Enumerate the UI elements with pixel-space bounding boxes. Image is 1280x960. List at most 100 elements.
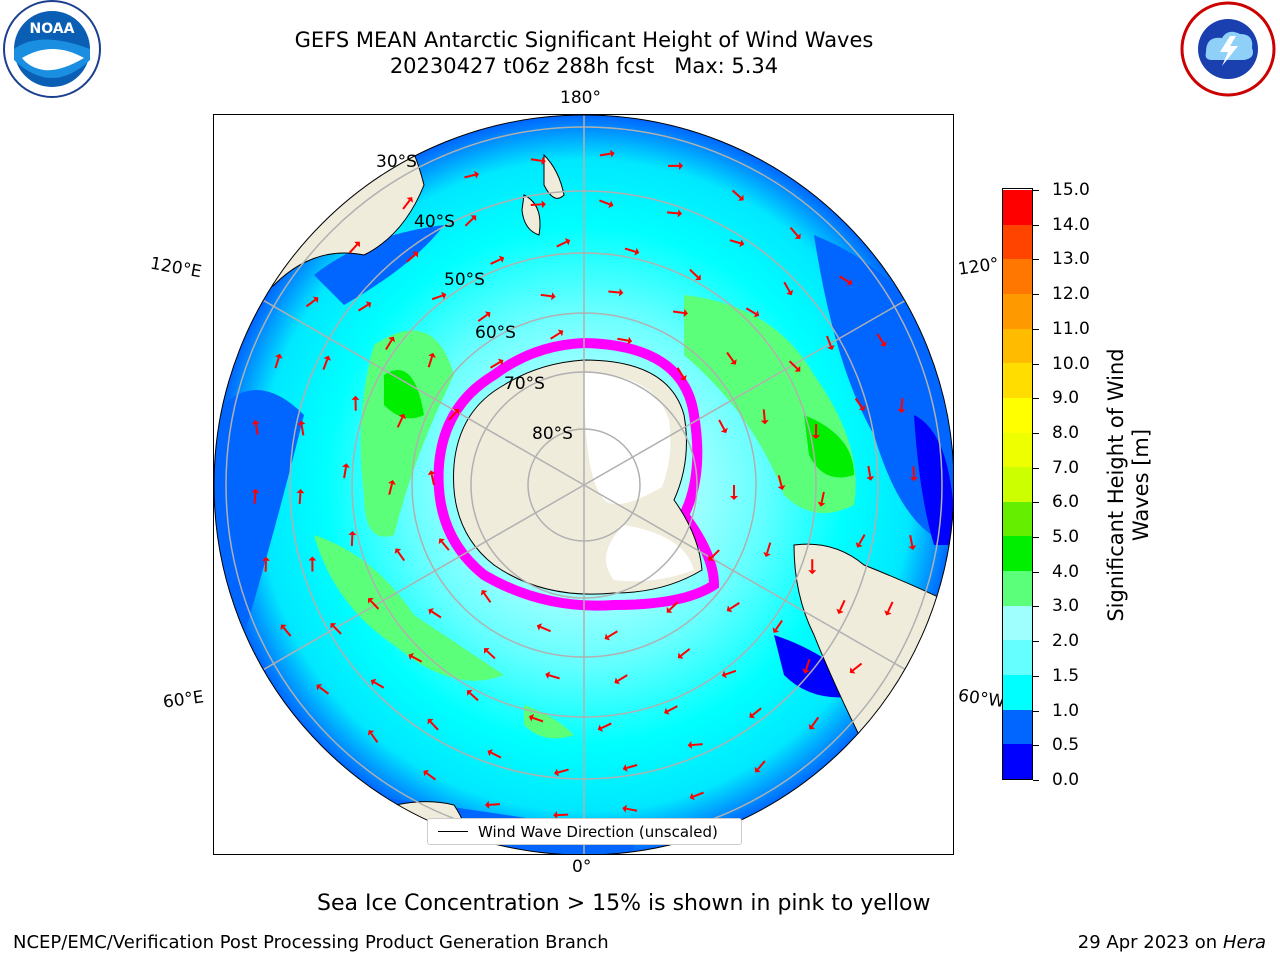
wave-arrow-head (721, 670, 727, 679)
wave-arrow-head (763, 551, 771, 557)
wave-arrow (757, 760, 766, 771)
wave-arrow-head (730, 359, 737, 365)
colorbar-segment (1003, 570, 1032, 606)
wave-arrow (540, 293, 552, 298)
wave-arrow-head (470, 215, 477, 222)
map-panel (213, 114, 954, 855)
colorbar-tick-label: 5.0 (1052, 527, 1080, 548)
wave-arrow-head (427, 470, 436, 476)
wave-arrow (282, 626, 292, 637)
wave-arrow-head (836, 608, 844, 614)
wave-arrow (729, 239, 741, 245)
wave-arrow-head (749, 711, 756, 719)
colorbar-tick-label: 12.0 (1052, 284, 1090, 305)
wave-arrow-head (610, 149, 615, 158)
colorbar-segment (1003, 501, 1032, 537)
wave-arrow-head (498, 255, 505, 263)
wave-arrow (370, 732, 379, 743)
wave-arrow-head (406, 197, 413, 203)
wave-arrow-head (251, 488, 260, 494)
wave-arrow-head (480, 590, 488, 596)
wave-arrow-head (808, 723, 816, 730)
colorbar-tick-label: 1.5 (1052, 665, 1080, 686)
wave-arrow (839, 599, 846, 611)
wave-arrow-head (557, 329, 564, 337)
colorbar-tick (1033, 675, 1039, 677)
wave-arrow-head (720, 427, 728, 434)
colorbar-segment (1003, 674, 1032, 710)
wave-arrow (667, 211, 679, 215)
wave-arrow (431, 610, 442, 619)
colorbar-segment (1003, 293, 1032, 329)
wave-arrow (626, 807, 638, 812)
wave-arrow-head (666, 606, 673, 613)
wave-arrow-head (474, 170, 479, 179)
wave-arrow (300, 424, 305, 436)
wave-arrow-head (354, 241, 361, 248)
colorbar-tick (1033, 745, 1039, 747)
wave-arrow-head (528, 713, 535, 722)
wave-arrow (402, 199, 411, 210)
wave-arrow (820, 491, 825, 503)
colorbar-tick-label: 9.0 (1052, 388, 1080, 409)
colorbar-tick (1033, 537, 1039, 539)
wave-arrow (839, 275, 850, 283)
wave-arrow (626, 764, 638, 769)
lat-label-40s: 40°S (414, 212, 455, 232)
wave-arrow-head (553, 811, 558, 820)
lat-label-60s: 60°S (475, 323, 516, 343)
wave-arrow-head (730, 496, 738, 500)
wave-arrow-head (497, 358, 504, 366)
wave-arrow (826, 335, 832, 347)
colorbar-tick-label: 3.0 (1052, 596, 1080, 617)
wave-arrow (373, 681, 385, 689)
wave-arrow (789, 227, 799, 237)
colorbar-tick-label: 15.0 (1052, 180, 1090, 200)
wave-arrow-head (487, 749, 493, 757)
colorbar-tick (1033, 328, 1039, 330)
wave-arrow-head (679, 161, 684, 170)
wave-arrow-head (541, 200, 546, 209)
credit-machine: Hera (1222, 932, 1266, 953)
wave-arrow-head (614, 677, 620, 685)
wave-arrow (599, 199, 611, 206)
wave-arrow (858, 534, 866, 545)
wave-arrow-head (453, 408, 460, 415)
lat-label-30s: 30°S (376, 152, 417, 172)
wave-arrow-head (880, 340, 887, 347)
wave-arrow-head (786, 289, 794, 296)
noaa-logo-text: NOAA (30, 21, 75, 37)
wave-arrow (726, 351, 735, 363)
wave-arrow (477, 313, 488, 322)
wave-arrow (729, 602, 740, 610)
wave-arrow-head (679, 375, 687, 381)
wave-arrow-head (408, 653, 414, 661)
colorbar-tick (1033, 780, 1039, 781)
polar-map (214, 115, 953, 854)
wave-arrow (385, 339, 393, 351)
wave-arrow-head (897, 408, 906, 414)
wave-arrow (490, 751, 502, 759)
colorbar (1002, 188, 1033, 780)
wave-arrow (691, 743, 703, 747)
wave-arrow-head (308, 556, 317, 561)
wave-arrow (731, 189, 742, 199)
wave-arrow-head (754, 766, 761, 773)
wave-arrow-head (441, 291, 447, 300)
wave-arrow (430, 474, 435, 486)
wave-arrow-head (428, 352, 436, 358)
wave-arrow-head (753, 310, 760, 318)
wave-arrow (745, 307, 757, 315)
meridian-label-60e: 60°E (161, 687, 206, 713)
wave-arrow (343, 467, 347, 479)
lat-label-80s: 80°S (532, 424, 573, 444)
wave-arrow (448, 411, 458, 421)
wave-arrow (464, 173, 476, 179)
wave-arrow-head (351, 395, 360, 400)
chart-title: GEFS MEAN Antarctic Significant Height o… (294, 28, 874, 52)
wave-arrow (530, 203, 542, 206)
colorbar-tick (1033, 363, 1039, 365)
wave-arrow-head (551, 292, 556, 301)
wave-arrow-head (483, 648, 490, 654)
wave-arrow (332, 625, 342, 635)
